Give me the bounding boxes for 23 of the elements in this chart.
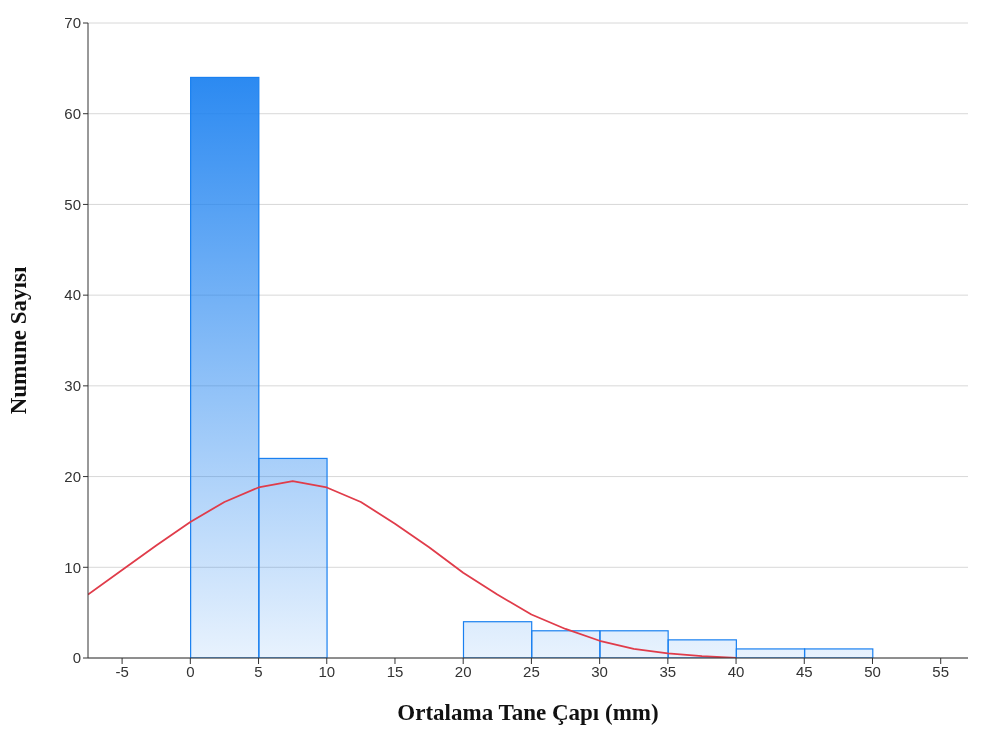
x-tick-label: 35: [659, 662, 677, 680]
y-tick-label: 10: [64, 558, 81, 576]
x-tick-label: 15: [386, 662, 404, 680]
y-tick-label: 30: [64, 377, 81, 395]
x-tick-label: 20: [454, 662, 472, 680]
y-tick-label: 50: [64, 195, 81, 213]
x-tick-label: 5: [254, 662, 263, 680]
x-tick-label: 45: [795, 662, 813, 680]
x-tick-label: 30: [591, 662, 608, 680]
y-axis-title: Numune Sayısı: [6, 266, 32, 415]
x-tick-label: 50: [864, 662, 881, 680]
y-tick-label: 70: [64, 14, 81, 32]
x-tick-label: 10: [318, 662, 336, 680]
x-tick-label: 55: [932, 662, 950, 680]
y-tick-label: 0: [72, 649, 81, 667]
y-tick-label: 60: [64, 105, 81, 123]
x-tick-label: 0: [186, 662, 195, 680]
x-tick-label: -5: [115, 662, 129, 680]
y-tick-label: 20: [64, 467, 81, 485]
x-tick-label: 40: [727, 662, 745, 680]
x-tick-label: 25: [523, 662, 540, 680]
y-tick-label: 40: [64, 286, 81, 304]
x-axis-title: Ortalama Tane Çapı (mm): [397, 700, 659, 725]
